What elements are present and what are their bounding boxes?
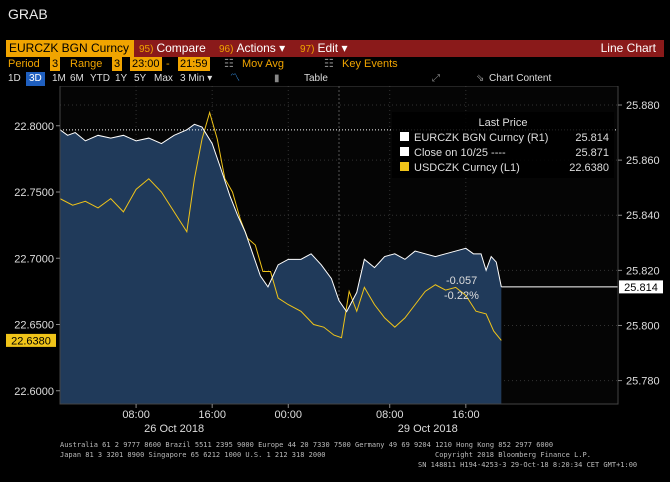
- range-input[interactable]: 3: [112, 57, 123, 71]
- legend-value-usdczk: 22.6380: [569, 162, 609, 174]
- usdczk-series-line: [60, 110, 502, 341]
- left-last-tag: 22.6380: [6, 333, 56, 347]
- span-1m[interactable]: 1M: [52, 73, 66, 84]
- range-separator: -: [166, 58, 170, 70]
- x-date-label-0: 26 Oct 2018: [144, 423, 204, 435]
- left-tick-label-3: 22.7500: [14, 187, 54, 199]
- change-value: -0.057: [446, 275, 477, 287]
- right-axis: 25.780 25.800 25.820 25.840 25.860 25.880: [618, 100, 660, 388]
- compare-button[interactable]: 95) Compare: [139, 40, 206, 57]
- price-chart: 22.6000 22.6500 22.7000 22.7500 22.8000 25.7…: [6, 86, 663, 435]
- compare-number: 95): [139, 44, 154, 55]
- window-title: GRAB: [8, 6, 48, 22]
- left-tick-label-2: 22.7000: [14, 253, 54, 265]
- right-last-tag: 25.814: [619, 280, 663, 294]
- legend: Last Price EURCZK BGN Curncy (R1) 25.814…: [392, 112, 614, 178]
- edit-label: Edit ▾: [317, 41, 348, 55]
- edit-button[interactable]: 97) Edit ▾: [300, 40, 348, 57]
- change-percent: -0.22%: [444, 290, 479, 302]
- left-last-tag-box: [6, 333, 56, 347]
- eurczk-area-fill: [60, 124, 502, 404]
- x-tick-label-0: 08:00: [122, 409, 150, 421]
- right-tick-label-3: 25.840: [626, 210, 660, 222]
- range-start-input[interactable]: 23:00: [130, 57, 162, 71]
- chart-type-label: Line Chart: [600, 41, 656, 55]
- range-label: Range: [70, 58, 103, 70]
- span-6m[interactable]: 6M: [70, 73, 84, 84]
- span-1d[interactable]: 1D: [8, 73, 21, 84]
- right-tick-label-2: 25.820: [626, 265, 660, 277]
- actions-label: Actions ▾: [236, 41, 286, 55]
- compare-label: Compare: [156, 41, 206, 55]
- legend-label-close: Close on 10/25 ----: [414, 147, 506, 159]
- legend-label-usdczk: USDCZK Curncy (L1): [414, 162, 520, 174]
- mov-avg-label[interactable]: Mov Avg: [242, 58, 284, 70]
- right-last-tag-box: [619, 280, 663, 294]
- footer-line-2b: Copyright 2018 Bloomberg Finance L.P.: [435, 451, 591, 459]
- footer-line-2a: Japan 81 3 3201 8900 Singapore 65 6212 1…: [60, 451, 326, 459]
- actions-button[interactable]: 96) Actions ▾: [219, 40, 285, 57]
- legend-swatch-usdczk: [400, 162, 409, 171]
- span-5y[interactable]: 5Y: [134, 73, 147, 84]
- edit-number: 97): [300, 44, 315, 55]
- main-toolbar: EURCZK BGN Curncy 95) Compare 96) Actions …: [6, 40, 664, 57]
- legend-swatch-eurczk: [400, 132, 409, 141]
- legend-title: Last Price: [479, 117, 528, 129]
- x-tick-label-4: 16:00: [452, 409, 480, 421]
- legend-swatch-close: [400, 147, 409, 156]
- right-tick-label-0: 25.780: [626, 376, 660, 388]
- footer-line-1: Australia 61 2 9777 8600 Brazil 5511 239…: [60, 441, 554, 449]
- span-1y[interactable]: 1Y: [115, 73, 128, 84]
- span-max[interactable]: Max: [154, 73, 173, 84]
- right-tick-label-4: 25.860: [626, 155, 660, 167]
- chart-content-button[interactable]: Chart Content: [489, 73, 552, 84]
- period-input[interactable]: 3: [50, 57, 61, 71]
- legend-value-eurczk: 25.814: [575, 132, 609, 144]
- right-tick-label-1: 25.800: [626, 320, 660, 332]
- legend-value-close: 25.871: [575, 147, 609, 159]
- table-button[interactable]: Table: [304, 73, 328, 84]
- mov-avg-icon[interactable]: ☷: [224, 58, 234, 70]
- legend-label-eurczk: EURCZK BGN Curncy (R1): [414, 132, 548, 144]
- x-date-label-1: 29 Oct 2018: [398, 423, 458, 435]
- left-axis: 22.6000 22.6500 22.7000 22.7500 22.8000: [14, 121, 60, 398]
- expand-icon[interactable]: ⤢: [432, 73, 440, 84]
- key-events-label[interactable]: Key Events: [342, 58, 398, 70]
- key-events-icon[interactable]: ☷: [324, 58, 334, 70]
- span-ytd[interactable]: YTD: [90, 73, 110, 84]
- x-tick-label-3: 08:00: [376, 409, 404, 421]
- footer-line-3: SN 148811 H194-4253-3 29-Oct-18 8:20:34 …: [418, 461, 638, 469]
- right-last-tag-text: 25.814: [624, 282, 658, 294]
- left-tick-label-4: 22.8000: [14, 121, 54, 133]
- range-end-input[interactable]: 21:59: [178, 57, 210, 71]
- eurczk-series-line: [60, 123, 502, 313]
- period-label: Period: [8, 58, 40, 70]
- legend-background: [392, 112, 614, 178]
- chart-content-icon[interactable]: ⇘: [476, 73, 485, 84]
- time-bar: 1D 3D 1M 6M YTD 1Y 5Y Max 3 Min ▾ 〽 ▮ Ta…: [6, 72, 664, 86]
- x-axis: 08:00 16:00 00:00 08:00 16:00 26 Oct 2018 29 O…: [122, 404, 480, 435]
- line-chart-icon[interactable]: 〽: [230, 73, 240, 84]
- actions-number: 96): [219, 44, 234, 55]
- settings-bar: Period 3 Range 3 23:00 - 21:59 ☷ Mov Avg…: [6, 57, 664, 71]
- plot-frame: [59, 86, 619, 405]
- left-tick-label-0: 22.6000: [14, 386, 54, 398]
- left-last-tag-text: 22.6380: [11, 335, 51, 347]
- ticker-field[interactable]: EURCZK BGN Curncy: [6, 40, 134, 57]
- x-tick-label-2: 00:00: [275, 409, 303, 421]
- bars-icon[interactable]: ▮: [274, 73, 280, 84]
- span-3d[interactable]: 3D: [26, 72, 45, 86]
- interval-select[interactable]: 3 Min ▾: [180, 73, 213, 84]
- right-tick-label-5: 25.880: [626, 100, 660, 112]
- x-tick-label-1: 16:00: [198, 409, 226, 421]
- left-tick-label-1: 22.6500: [14, 320, 54, 332]
